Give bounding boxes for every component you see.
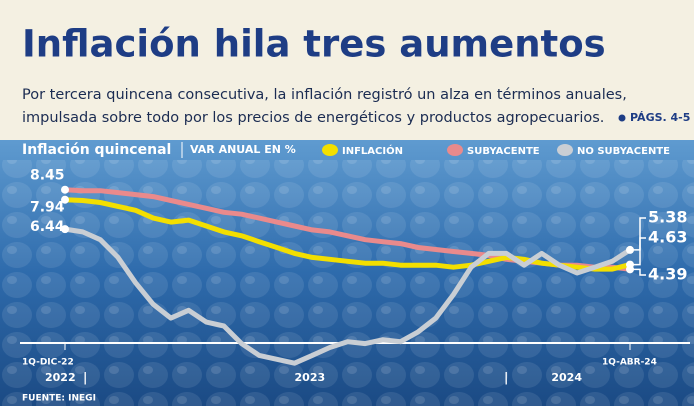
texture: [0, 160, 694, 406]
bullet: [619, 115, 626, 122]
end-label: 5.38: [648, 208, 687, 227]
start-label: 6.44: [30, 219, 65, 235]
subtitle: impulsada sobre todo por los precios de …: [22, 110, 604, 126]
x-tick-label: 1Q-DIC-22: [22, 358, 74, 368]
year-label: 2022: [45, 371, 76, 384]
point: [626, 246, 634, 254]
start-label: 7.94: [30, 200, 65, 216]
end-label: 4.39: [648, 265, 687, 284]
unit-label: VAR ANUAL EN %: [190, 143, 296, 156]
legend-label: SUBYACENTE: [467, 146, 540, 157]
start-label: 8.45: [30, 168, 65, 184]
separator: |: [504, 371, 508, 385]
legend-swatch: [322, 144, 338, 156]
page-ref: PÁGS. 4-5: [630, 111, 690, 124]
subtitle: Por tercera quincena consecutiva, la inf…: [22, 87, 627, 103]
source: FUENTE: INEGI: [22, 394, 96, 404]
legend-label: INFLACIÓN: [342, 144, 403, 157]
point: [626, 265, 634, 273]
year-label: 2023: [295, 371, 326, 384]
legend-swatch: [557, 144, 573, 156]
legend-label: NO SUBYACENTE: [577, 146, 670, 157]
chart: Inflación hila tres aumentos Por tercera…: [0, 0, 694, 406]
separator: |: [83, 371, 87, 385]
legend-swatch: [447, 144, 463, 156]
x-tick-label: 1Q-ABR-24: [602, 358, 657, 368]
point: [61, 186, 69, 194]
title: Inflación hila tres aumentos: [22, 23, 606, 66]
end-label: 4.63: [648, 228, 687, 247]
chart-label: Inflación quincenal: [22, 142, 171, 158]
year-label: 2024: [551, 371, 582, 384]
